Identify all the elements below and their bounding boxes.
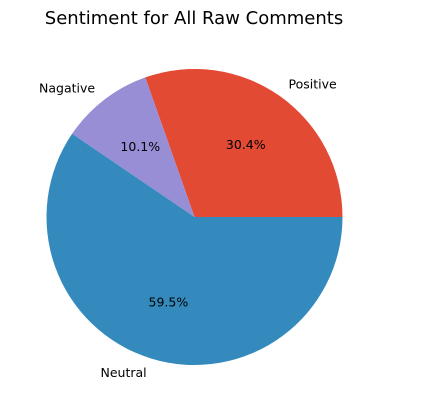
- pie-labels: Positive 30.4% Nagative 10.1% Neutral 59.5%: [39, 77, 337, 381]
- slice-pct-neutral: 59.5%: [149, 294, 189, 309]
- slice-pct-positive: 30.4%: [226, 137, 266, 152]
- slice-pct-nagative: 10.1%: [120, 139, 160, 154]
- slice-label-neutral: Neutral: [100, 365, 146, 380]
- slice-label-nagative: Nagative: [39, 81, 95, 96]
- pie-slices: [46, 68, 343, 365]
- slice-label-positive: Positive: [289, 77, 337, 92]
- pie-slice-neutral: [46, 133, 343, 365]
- pie-slice-positive: [145, 68, 343, 217]
- chart-title: Sentiment for All Raw Comments: [45, 8, 343, 29]
- pie-slice-nagative: [72, 77, 195, 217]
